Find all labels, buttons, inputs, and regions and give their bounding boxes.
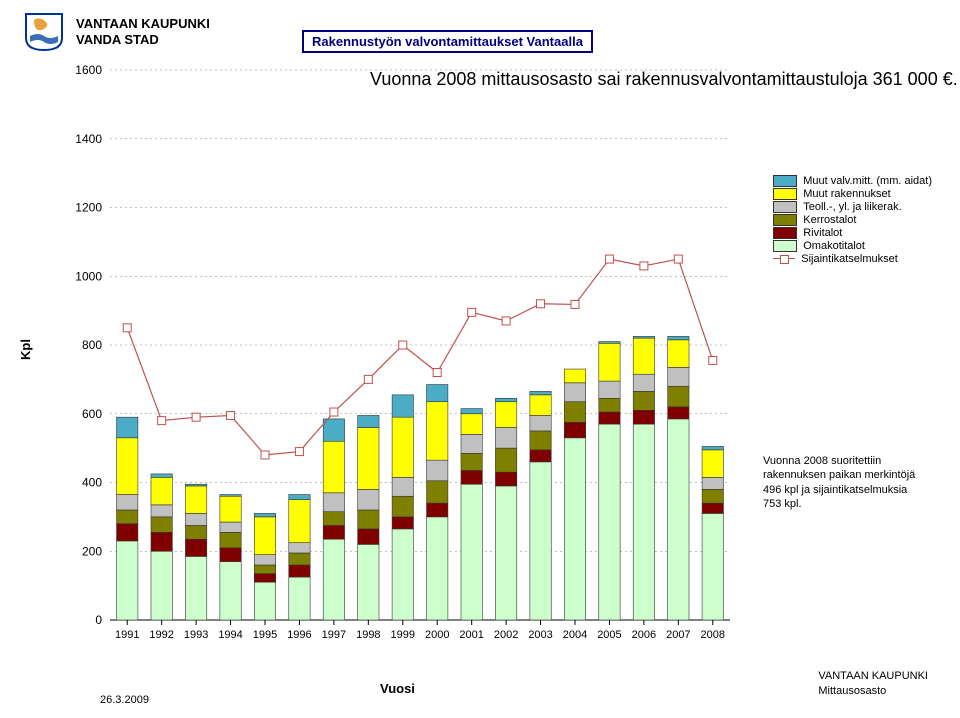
legend-item: Kerrostalot xyxy=(773,214,932,226)
svg-text:1000: 1000 xyxy=(75,269,102,283)
legend-item: Sijaintikatselmukset xyxy=(773,253,932,265)
legend-label: Kerrostalot xyxy=(803,214,856,226)
svg-text:2005: 2005 xyxy=(597,629,621,641)
svg-text:2006: 2006 xyxy=(632,629,656,641)
svg-text:2001: 2001 xyxy=(459,629,483,641)
svg-text:600: 600 xyxy=(82,407,102,421)
footer-right: VANTAAN KAUPUNKI Mittausosasto xyxy=(818,669,928,698)
x-axis-label: Vuosi xyxy=(380,681,415,696)
svg-text:1993: 1993 xyxy=(184,629,208,641)
svg-text:1994: 1994 xyxy=(218,629,242,641)
chart-title: Rakennustyön valvontamittaukset Vantaall… xyxy=(302,30,593,53)
footer-org: VANTAAN KAUPUNKI xyxy=(818,669,928,683)
chart-svg: 0 200 400 600 800 1000 1200 1400 1600 1991 1992 199… xyxy=(60,60,740,660)
legend-label: Teoll.-, yl. ja liikerak. xyxy=(803,201,901,213)
svg-text:2007: 2007 xyxy=(666,629,690,641)
legend-label: Sijaintikatselmukset xyxy=(801,253,898,265)
svg-text:1600: 1600 xyxy=(75,63,102,77)
legend-swatch xyxy=(773,201,797,213)
svg-text:1400: 1400 xyxy=(75,132,102,146)
legend-item: Teoll.-, yl. ja liikerak. xyxy=(773,201,932,213)
legend-swatch xyxy=(773,227,797,239)
footer-date: 26.3.2009 xyxy=(100,694,149,706)
svg-text:1999: 1999 xyxy=(391,629,415,641)
svg-text:1995: 1995 xyxy=(253,629,277,641)
legend-label: Omakotitalot xyxy=(803,240,865,252)
org-line2: VANDA STAD xyxy=(76,32,210,48)
svg-text:1997: 1997 xyxy=(322,629,346,641)
svg-text:2002: 2002 xyxy=(494,629,518,641)
org-line1: VANTAAN KAUPUNKI xyxy=(76,16,210,32)
svg-text:2000: 2000 xyxy=(425,629,449,641)
svg-text:400: 400 xyxy=(82,476,102,490)
svg-text:1996: 1996 xyxy=(287,629,311,641)
svg-text:200: 200 xyxy=(82,544,102,558)
legend-line-icon xyxy=(773,254,795,264)
legend-swatch xyxy=(773,175,797,187)
legend-swatch xyxy=(773,214,797,226)
org-name: VANTAAN KAUPUNKI VANDA STAD xyxy=(76,16,210,47)
legend-item: Rivitalot xyxy=(773,227,932,239)
legend: Muut valv.mitt. (mm. aidat)Muut rakennuk… xyxy=(773,175,932,266)
legend-item: Omakotitalot xyxy=(773,240,932,252)
legend-item: Muut valv.mitt. (mm. aidat) xyxy=(773,175,932,187)
y-axis-label: Kpl xyxy=(18,339,33,360)
svg-text:2008: 2008 xyxy=(701,629,725,641)
header: VANTAAN KAUPUNKI VANDA STAD xyxy=(20,12,210,52)
city-logo xyxy=(20,12,68,52)
legend-label: Muut rakennukset xyxy=(803,188,890,200)
footnote-box: Vuonna 2008 suoritettiin rakennuksen pai… xyxy=(763,454,928,511)
legend-label: Muut valv.mitt. (mm. aidat) xyxy=(803,175,932,187)
footer-dept: Mittausosasto xyxy=(818,684,928,698)
svg-text:2004: 2004 xyxy=(563,629,587,641)
svg-text:1991: 1991 xyxy=(115,629,139,641)
legend-swatch xyxy=(773,240,797,252)
svg-text:1992: 1992 xyxy=(149,629,173,641)
svg-text:800: 800 xyxy=(82,338,102,352)
svg-text:0: 0 xyxy=(95,613,102,627)
svg-text:2003: 2003 xyxy=(528,629,552,641)
legend-label: Rivitalot xyxy=(803,227,842,239)
svg-text:1998: 1998 xyxy=(356,629,380,641)
legend-swatch xyxy=(773,188,797,200)
svg-text:1200: 1200 xyxy=(75,201,102,215)
legend-item: Muut rakennukset xyxy=(773,188,932,200)
